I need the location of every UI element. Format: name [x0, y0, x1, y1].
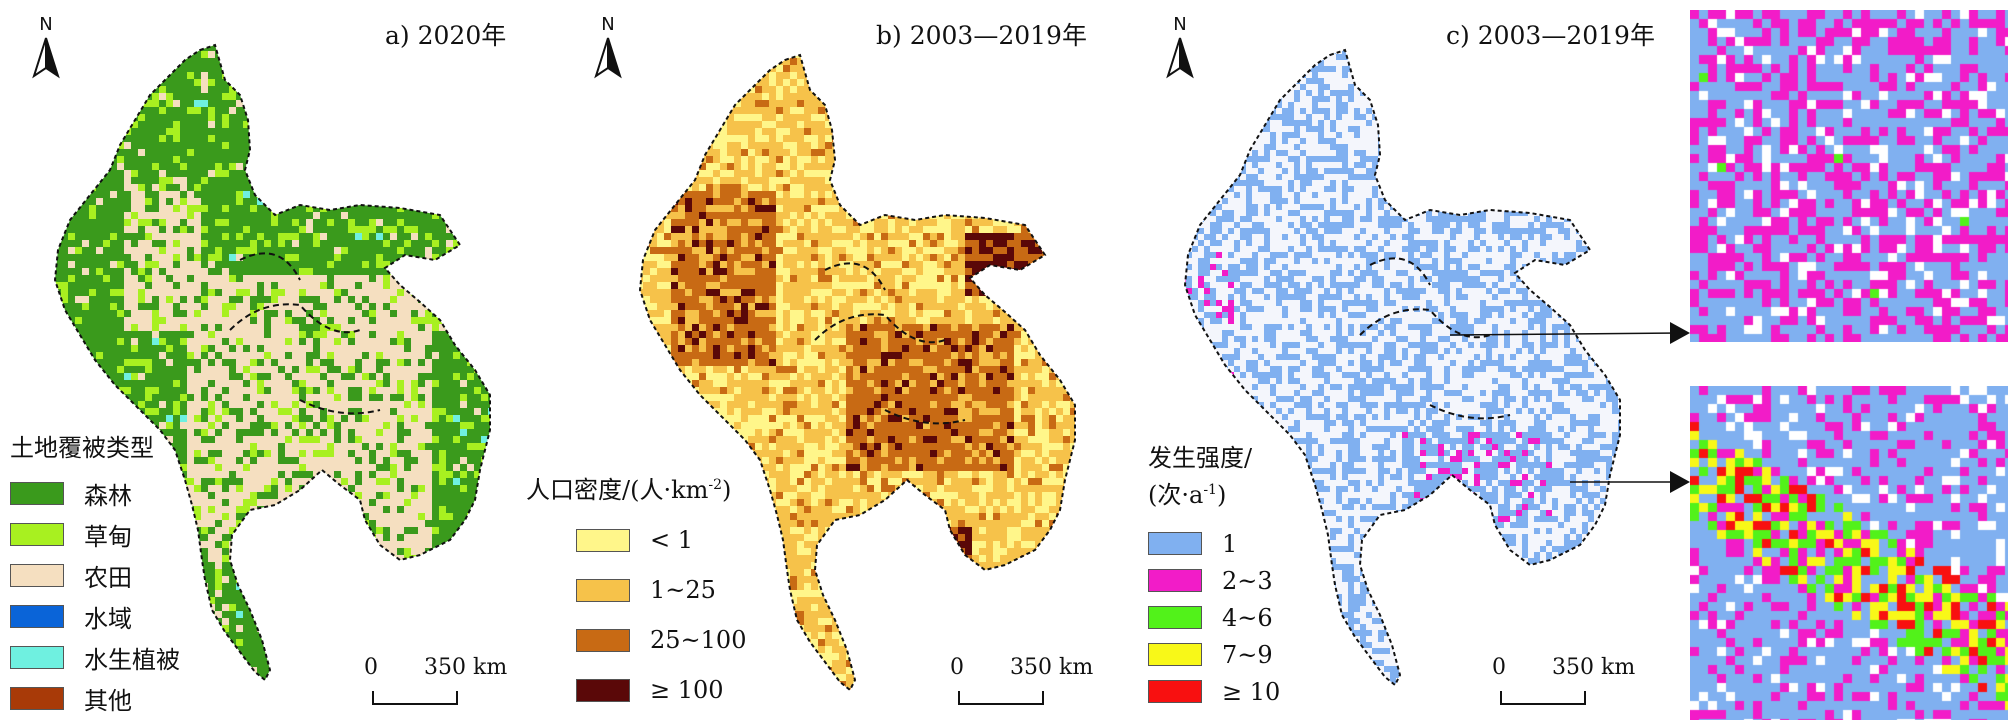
- legend-item-aquatic-vegetation: 水生植被: [10, 637, 180, 678]
- legend-item-7-9: 7~9: [1148, 636, 1280, 673]
- swatch-forest: [10, 482, 64, 505]
- north-arrow-icon: [594, 37, 622, 79]
- swatch-other: [10, 687, 64, 710]
- land-cover-map: [54, 44, 491, 681]
- panel-b-title: b) 2003—2019年: [876, 21, 1087, 50]
- inset-bottom-raster: [1690, 386, 2008, 720]
- north-arrow: N: [1160, 14, 1200, 84]
- panel-a: a) 2020年 N 土地覆被类型 森林 草甸 农田 水域 水生植被 其他 0 …: [0, 0, 540, 720]
- inset-top: [1690, 10, 2008, 342]
- legend-item-1: 1: [1148, 525, 1280, 562]
- swatch-4-6: [1148, 606, 1202, 629]
- panel-b: b) 2003—2019年 N 人口密度/(人·km-2) < 1 1~25 2…: [526, 0, 1110, 720]
- north-label: N: [39, 14, 53, 35]
- scale-bar-line: [1500, 691, 1586, 705]
- land-cover-legend: 土地覆被类型 森林 草甸 农田 水域 水生植被 其他: [10, 428, 180, 719]
- panel-a-title: a) 2020年: [385, 21, 507, 50]
- legend-item-25-100: 25~100: [576, 615, 746, 665]
- scale-bar: 0 350 km: [364, 655, 507, 705]
- fire-intensity-legend: 发生强度/ (次·a-1) 1 2~3 4~6 7~9 ≥ 10: [1148, 442, 1280, 710]
- legend-item-ge-10: ≥ 10: [1148, 673, 1280, 710]
- legend-item-water: 水域: [10, 596, 180, 637]
- scale-bar-line: [958, 691, 1044, 705]
- swatch-ge-10: [1148, 680, 1202, 703]
- legend-item-ge-100: ≥ 100: [576, 665, 746, 715]
- swatch-meadow: [10, 523, 64, 546]
- swatch-lt-1: [576, 528, 630, 552]
- swatch-water: [10, 605, 64, 628]
- swatch-1-25: [576, 578, 630, 602]
- legend-item-1-25: 1~25: [576, 565, 746, 615]
- fire-intensity-map: [1184, 49, 1690, 686]
- north-arrow-icon: [32, 37, 60, 79]
- swatch-2-3: [1148, 569, 1202, 592]
- north-label: N: [601, 14, 615, 35]
- legend-item-lt-1: < 1: [576, 515, 746, 565]
- legend-item-other: 其他: [10, 678, 180, 719]
- population-density-map: [639, 54, 1076, 691]
- legend-title: 人口密度/(人·km-2): [526, 476, 732, 504]
- scale-bar-line: [372, 691, 458, 705]
- inset-top-raster: [1690, 10, 2008, 342]
- legend-item-meadow: 草甸: [10, 514, 180, 555]
- population-legend: 人口密度/(人·km-2) < 1 1~25 25~100 ≥ 100: [526, 470, 746, 715]
- swatch-farmland: [10, 564, 64, 587]
- swatch-7-9: [1148, 643, 1202, 666]
- swatch-25-100: [576, 628, 630, 652]
- north-arrow: N: [26, 14, 66, 84]
- inset-bottom: [1690, 386, 2008, 720]
- north-label: N: [1173, 14, 1187, 35]
- swatch-ge-100: [576, 678, 630, 702]
- legend-item-farmland: 农田: [10, 555, 180, 596]
- scale-bar: 0 350 km: [950, 655, 1093, 705]
- legend-item-2-3: 2~3: [1148, 562, 1280, 599]
- swatch-1: [1148, 532, 1202, 555]
- legend-title: 发生强度/ (次·a-1): [1148, 444, 1253, 509]
- legend-item-4-6: 4~6: [1148, 599, 1280, 636]
- panel-c: c) 2003—2019年 N 发生强度/ (次·a-1) 1 2~3 4~6 …: [1110, 0, 1690, 720]
- north-arrow: N: [588, 14, 628, 84]
- legend-item-forest: 森林: [10, 473, 180, 514]
- north-arrow-icon: [1166, 37, 1194, 79]
- legend-title: 土地覆被类型: [10, 434, 154, 462]
- swatch-aquatic-vegetation: [10, 646, 64, 669]
- panel-c-title: c) 2003—2019年: [1446, 21, 1655, 50]
- scale-bar: 0 350 km: [1492, 655, 1635, 705]
